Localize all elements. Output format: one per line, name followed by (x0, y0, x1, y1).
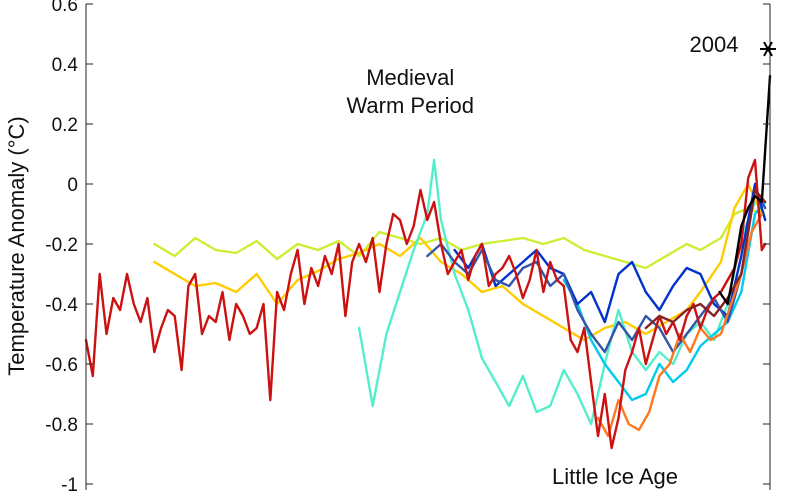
asterisk-marker-stroke (763, 41, 773, 57)
series-line-7 (84, 158, 767, 450)
y-axis-label: Temperature Anomaly (°C) (4, 116, 29, 375)
annotation-text: 2004 (690, 32, 739, 57)
series-line-4 (453, 182, 767, 324)
annotation-text: Little Ice Age (552, 464, 678, 489)
y-tick-label: -0.4 (45, 295, 78, 316)
series-line-9 (718, 74, 772, 306)
series-line-8 (644, 188, 767, 330)
series-line-0 (153, 206, 763, 270)
y-tick-label: 0.6 (52, 0, 78, 16)
y-tick-label: 0.2 (52, 115, 78, 136)
y-tick-label: 0 (67, 175, 78, 196)
y-tick-label: -1 (61, 475, 78, 496)
series-layer (84, 74, 772, 450)
series-line-3 (562, 200, 767, 402)
marker-layer (760, 41, 776, 57)
y-tick-label: -0.2 (45, 235, 78, 256)
series-line-6 (596, 212, 763, 438)
axes-layer (85, 4, 771, 490)
annotation-text: Warm Period (346, 93, 474, 118)
annotation-layer: Medieval Warm Period Little Ice Age 2004 (346, 32, 738, 489)
plot-area (86, 4, 770, 484)
y-tick-label: 0.4 (52, 55, 79, 76)
y-tick-label: -0.6 (45, 355, 78, 376)
y-tick-label: -0.8 (45, 415, 78, 436)
annotation-text: Medieval (366, 65, 454, 90)
y-tick-layer: 0.6 0.4 0.2 0 -0.2 -0.4 -0.6 -0.8 -1 (45, 0, 770, 496)
